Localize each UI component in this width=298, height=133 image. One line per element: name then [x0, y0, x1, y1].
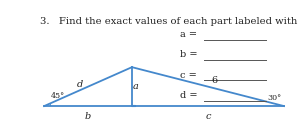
Text: c: c [205, 112, 211, 121]
Text: a =: a = [180, 30, 198, 39]
Text: 3.   Find the exact values of each part labeled with a letter.: 3. Find the exact values of each part la… [40, 17, 298, 26]
Text: 30°: 30° [268, 94, 282, 102]
Text: d: d [77, 80, 83, 89]
Text: a: a [133, 82, 139, 91]
Text: d =: d = [180, 91, 198, 100]
Text: 45°: 45° [51, 92, 65, 100]
Text: c =: c = [180, 71, 197, 80]
Text: b =: b = [180, 50, 198, 59]
Text: 6: 6 [212, 76, 218, 85]
Text: b: b [85, 112, 91, 121]
